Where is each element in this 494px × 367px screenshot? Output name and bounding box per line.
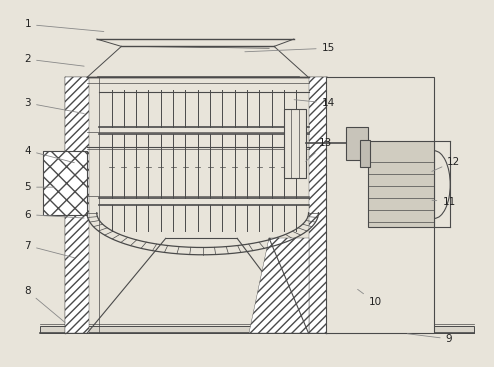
Polygon shape [249,238,309,333]
Bar [309,77,329,333]
Text: 10: 10 [358,289,382,307]
Bar [42,150,87,215]
Text: 9: 9 [408,334,453,344]
Text: 2: 2 [25,54,84,66]
Text: 3: 3 [25,98,84,113]
Bar [368,141,434,228]
Bar [40,326,474,333]
Text: 4: 4 [25,146,75,163]
Bar [65,77,89,333]
Text: 13: 13 [306,138,332,161]
Text: 12: 12 [432,157,460,171]
Text: 1: 1 [25,19,104,32]
Text: 15: 15 [245,43,335,53]
Bar [284,109,306,178]
Bar [42,150,87,215]
Text: 14: 14 [294,98,335,108]
Bar [345,127,368,160]
Text: 8: 8 [25,286,65,323]
Bar [326,77,434,333]
Text: 6: 6 [25,210,84,219]
Text: 11: 11 [432,197,455,207]
Bar [360,139,370,167]
Text: 7: 7 [25,241,75,258]
Text: 5: 5 [25,182,54,192]
